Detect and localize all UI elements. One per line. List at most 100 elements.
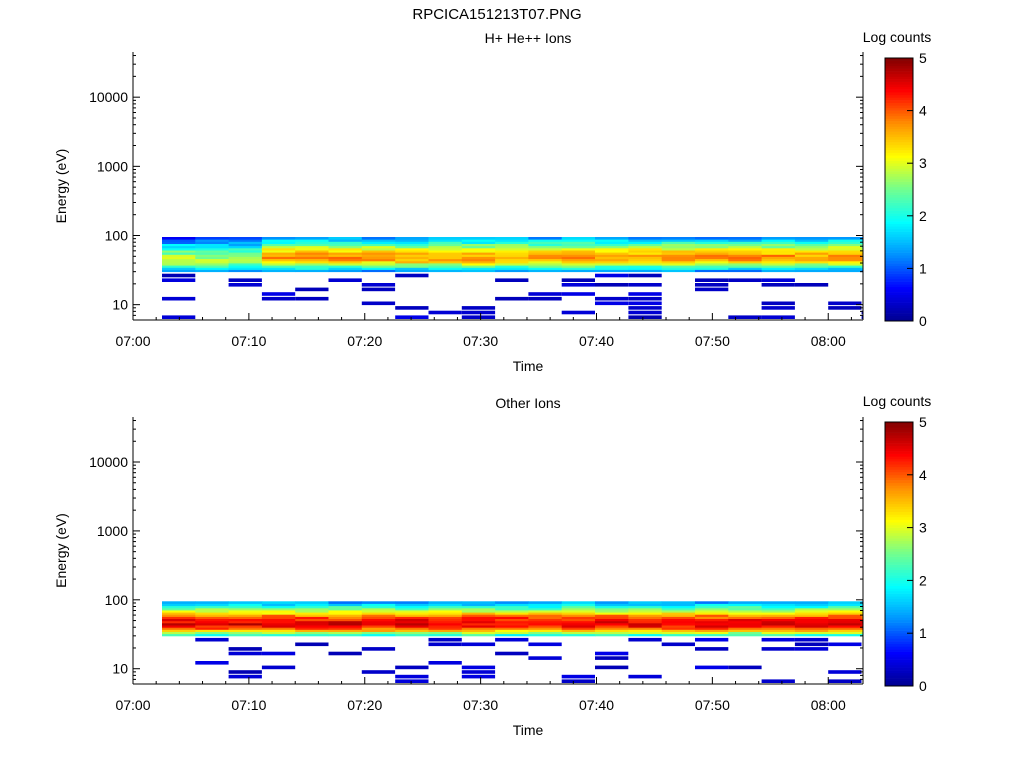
- heatmap-cell: [295, 627, 329, 630]
- heatmap-cell: [261, 620, 296, 624]
- colorbar-swatch: [885, 654, 913, 658]
- heatmap-cell: [495, 625, 529, 628]
- heatmap-cell: [794, 612, 829, 615]
- colorbar-swatch: [885, 662, 913, 666]
- colorbar-label: Log counts: [863, 393, 932, 409]
- heatmap-cell: [228, 269, 263, 273]
- colorbar-swatch: [885, 173, 913, 177]
- heatmap-cell: [328, 627, 363, 630]
- heatmap-cell: [661, 252, 696, 255]
- heatmap-cell: [628, 254, 663, 257]
- colorbar-swatch: [885, 115, 913, 119]
- heatmap-cell: [595, 265, 629, 268]
- heatmap-cell: [428, 612, 463, 615]
- heatmap-cell: [261, 247, 296, 251]
- heatmap-cell: [261, 239, 296, 242]
- heatmap-cell: [328, 601, 363, 604]
- colorbar-swatch: [885, 234, 913, 238]
- heatmap-cell: [728, 614, 762, 617]
- heatmap-cell: [295, 252, 329, 255]
- heatmap-cell: [495, 633, 529, 637]
- heatmap-cell: [628, 243, 663, 247]
- sparse-count-cell: [761, 278, 795, 282]
- heatmap-cell: [361, 245, 396, 249]
- heatmap-cell: [461, 247, 496, 251]
- colorbar-swatch: [885, 429, 913, 433]
- heatmap-cell: [561, 239, 596, 242]
- heatmap-cell: [828, 258, 862, 262]
- heatmap-cell: [628, 625, 663, 628]
- heatmap-cell: [528, 239, 563, 242]
- colorbar-swatch: [885, 458, 913, 462]
- heatmap-cell: [828, 245, 862, 249]
- heatmap-cell: [428, 252, 463, 255]
- heatmap-cell: [328, 603, 363, 607]
- heatmap-cell: [495, 265, 529, 268]
- heatmap-cell: [761, 627, 796, 630]
- heatmap-cell: [162, 267, 196, 270]
- heatmap-cell: [828, 254, 862, 257]
- heatmap-cell: [661, 629, 696, 632]
- heatmap-cell: [728, 603, 762, 607]
- heatmap-cell: [495, 618, 529, 622]
- colorbar-swatch: [885, 152, 913, 156]
- colorbar-swatch: [885, 548, 913, 552]
- colorbar-swatch: [885, 588, 913, 592]
- heatmap-cell: [828, 607, 862, 611]
- heatmap-cell: [728, 243, 762, 247]
- heatmap-cell: [561, 631, 596, 635]
- heatmap-cell: [561, 618, 596, 622]
- sparse-count-cell: [561, 292, 595, 296]
- heatmap-cell: [595, 612, 629, 615]
- colorbar-swatch: [885, 163, 913, 167]
- colorbar-swatch: [885, 435, 913, 439]
- figure-title: RPCICA151213T07.PNG: [412, 6, 581, 23]
- heatmap-cell: [461, 237, 496, 240]
- colorbar-swatch: [885, 511, 913, 515]
- heatmap-cell: [794, 267, 829, 270]
- heatmap-cell: [728, 622, 762, 626]
- heatmap-cell: [361, 614, 396, 617]
- colorbar-swatch: [885, 620, 913, 623]
- heatmap-cell: [295, 265, 329, 268]
- heatmap-cell: [561, 263, 596, 266]
- heatmap-cell: [195, 627, 229, 630]
- colorbar-swatch: [885, 559, 913, 563]
- colorbar-swatch: [885, 202, 913, 206]
- heatmap-cell: [661, 618, 696, 622]
- heatmap-cell: [761, 247, 796, 251]
- sparse-count-cell: [661, 642, 695, 647]
- heatmap-cell: [295, 601, 329, 604]
- heatmap-cell: [528, 633, 563, 637]
- heatmap-cell: [261, 629, 296, 632]
- colorbar-swatch: [885, 503, 913, 507]
- heatmap-cell: [661, 269, 696, 273]
- colorbar-swatch: [885, 205, 913, 209]
- heatmap-cell: [728, 620, 762, 624]
- colorbar-swatch: [885, 477, 913, 481]
- heatmap-cell: [162, 629, 196, 632]
- heatmap-cell: [595, 243, 629, 247]
- heatmap-cell: [695, 627, 729, 630]
- heatmap-cell: [828, 627, 862, 630]
- sparse-count-cell: [528, 296, 562, 301]
- heatmap-cell: [461, 633, 496, 637]
- heatmap-cell: [228, 633, 263, 637]
- colorbar-swatch: [885, 509, 913, 513]
- heatmap-cell: [428, 629, 463, 632]
- heatmap-cell: [695, 603, 729, 607]
- heatmap-cell: [261, 631, 296, 635]
- sparse-count-cell: [628, 310, 662, 315]
- heatmap-cell: [761, 616, 796, 619]
- heatmap-cell: [261, 614, 296, 617]
- heatmap-cell: [428, 237, 463, 240]
- heatmap-cell: [761, 622, 796, 626]
- heatmap-cell: [794, 237, 829, 240]
- heatmap-cell: [261, 256, 296, 260]
- heatmap-cell: [495, 629, 529, 632]
- heatmap-cell: [695, 245, 729, 249]
- colorbar-swatch: [885, 213, 913, 217]
- heatmap-cell: [661, 627, 696, 630]
- heatmap-cell: [361, 616, 396, 619]
- heatmap-cell: [195, 629, 229, 632]
